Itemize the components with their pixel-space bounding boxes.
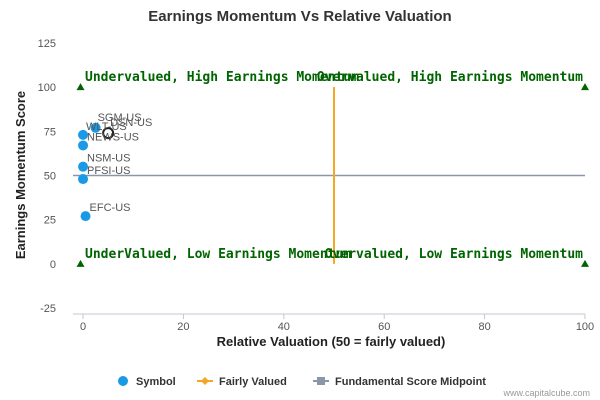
quadrant-label: Overvalued, Low Earnings Momentum: [325, 247, 583, 262]
quadrant-label: Overvalued, High Earnings Momentum: [317, 70, 583, 85]
data-point: [78, 174, 89, 185]
y-tick-label: 0: [50, 259, 56, 271]
corner-markers: [76, 83, 589, 267]
corner-marker: [76, 259, 85, 267]
x-axis-ticks: 0 20 40 60 80 100: [80, 314, 594, 333]
x-axis-label: Relative Valuation (50 = fairly valued): [217, 334, 446, 349]
y-tick-label: 50: [44, 171, 56, 183]
legend-midpoint-marker: [317, 377, 325, 385]
point-label: NEWS-US: [87, 131, 139, 143]
data-point: [78, 129, 89, 140]
legend-symbol-marker: [118, 376, 128, 386]
corner-marker: [581, 259, 589, 267]
x-tick-label: 40: [278, 321, 290, 333]
data-point: [80, 211, 91, 222]
point-label: NSM-US: [87, 153, 130, 165]
quadrant-label: UnderValued, Low Earnings Momentum: [85, 247, 351, 262]
y-axis-label: Earnings Momentum Score: [13, 91, 28, 259]
legend-midpoint-label: Fundamental Score Midpoint: [335, 376, 486, 388]
credit-text: www.capitalcube.com: [502, 388, 590, 398]
legend-fairly-valued-marker: [201, 377, 209, 385]
data-point: [90, 122, 101, 133]
x-tick-label: 100: [576, 321, 594, 333]
x-tick-label: 60: [378, 321, 390, 333]
legend-symbol-label: Symbol: [136, 376, 176, 388]
quadrant-label: Undervalued, High Earnings Momentum: [85, 70, 359, 85]
corner-marker: [581, 83, 589, 91]
quadrant-labels: Undervalued, High Earnings MomentumOverv…: [85, 70, 583, 262]
y-axis-ticks: -25 0 25 50 75 100 125: [38, 38, 56, 315]
point-label: SGM-US: [98, 112, 142, 124]
corner-marker: [76, 83, 85, 91]
legend: Symbol Fairly Valued Fundamental Score Mid…: [118, 376, 486, 388]
y-tick-label: 25: [44, 215, 56, 227]
x-tick-label: 0: [80, 321, 86, 333]
y-tick-label: 100: [38, 82, 56, 94]
legend-fairly-valued-label: Fairly Valued: [219, 376, 287, 388]
data-point-highlighted: [102, 127, 115, 140]
data-point: [78, 161, 89, 172]
chart-title: Earnings Momentum Vs Relative Valuation: [148, 8, 451, 25]
point-label: WLT-US: [86, 121, 127, 133]
point-label: DSN-US: [110, 117, 152, 129]
reference-lines: [73, 87, 585, 264]
x-tick-label: 20: [177, 321, 189, 333]
point-label: PFSI-US: [87, 165, 130, 177]
y-tick-label: -25: [40, 303, 56, 315]
y-tick-label: 75: [44, 126, 56, 138]
y-tick-label: 125: [38, 38, 56, 50]
x-tick-label: 80: [478, 321, 490, 333]
point-label: EFC-US: [90, 202, 131, 214]
data-point: [78, 140, 89, 151]
